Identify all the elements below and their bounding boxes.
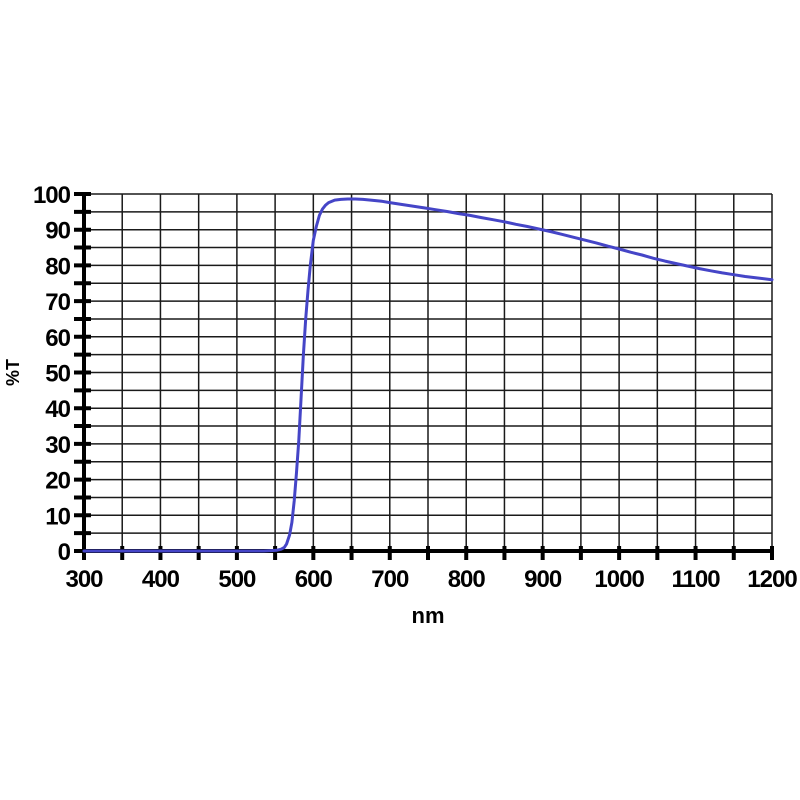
x-tick-label: 500 <box>218 566 256 593</box>
x-tick-label: 1000 <box>594 566 644 593</box>
y-tick-label: 100 <box>33 182 71 209</box>
y-tick-label: 60 <box>45 325 70 352</box>
y-tick-label: 0 <box>58 539 71 566</box>
x-tick-label: 600 <box>295 566 333 593</box>
x-axis-title: nm <box>412 603 445 628</box>
x-tick-label: 800 <box>448 566 486 593</box>
y-tick-label: 30 <box>45 432 70 459</box>
x-tick-label: 1200 <box>747 566 797 593</box>
y-tick-label: 40 <box>45 396 70 423</box>
x-tick-label: 1100 <box>672 566 721 593</box>
y-axis-title: %T <box>3 359 23 386</box>
x-tick-label: 900 <box>524 566 562 593</box>
y-tick-label: 10 <box>45 503 70 530</box>
x-tick-label: 700 <box>371 566 409 593</box>
y-tick-label: 20 <box>45 468 70 495</box>
x-tick-label: 400 <box>142 566 180 593</box>
y-tick-label: 70 <box>45 289 70 316</box>
transmission-curve <box>82 197 774 553</box>
x-tick-label: 300 <box>65 566 103 593</box>
y-tick-label: 80 <box>45 253 70 280</box>
y-tick-label: 90 <box>45 218 70 245</box>
y-tick-label: 50 <box>45 361 70 388</box>
